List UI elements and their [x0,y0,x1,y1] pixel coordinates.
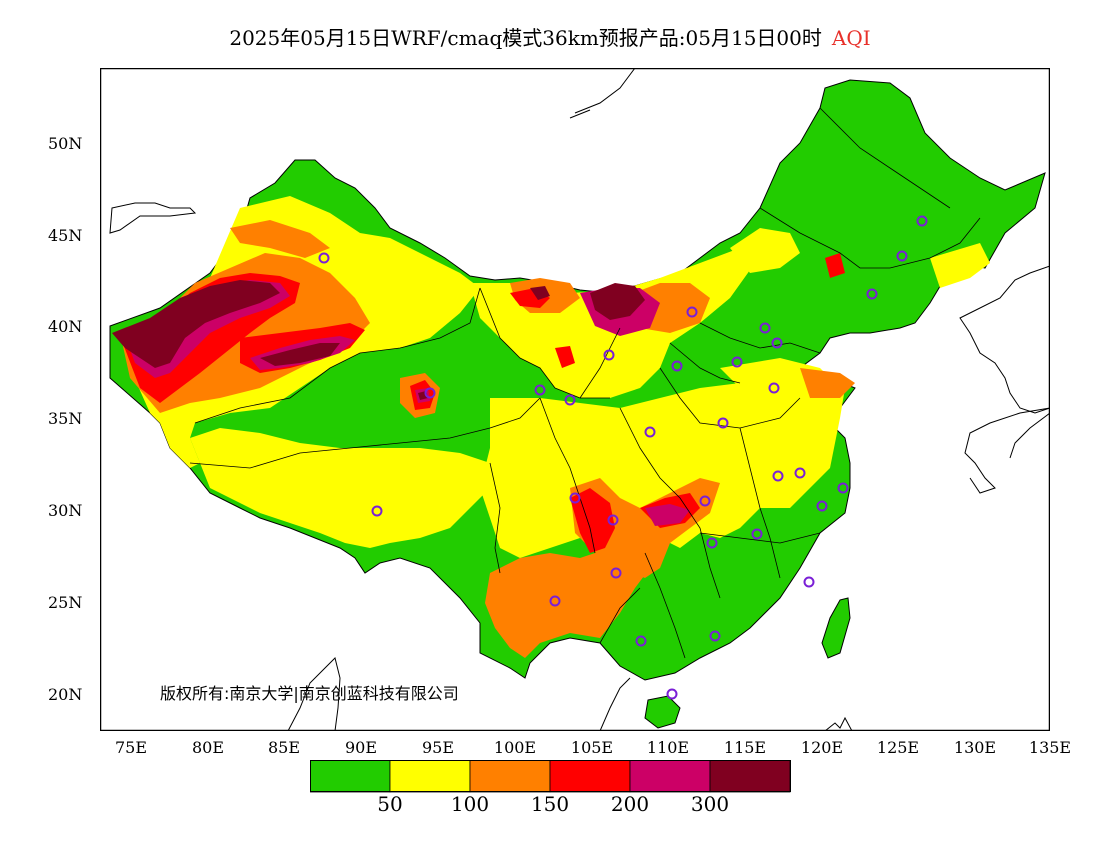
legend-swatch [629,760,711,793]
copyright-notice: 版权所有:南京大学|南京创蓝科技有限公司 [160,684,459,703]
x-tick-label: 100E [493,738,537,757]
x-tick-label: 120E [800,738,844,757]
y-tick-label: 40N [48,317,83,336]
station-markers [318,215,928,700]
y-tick-label: 30N [48,501,83,520]
taiwan-island [821,597,851,659]
province-boundaries [189,107,981,659]
x-tick-label: 85E [267,738,301,757]
x-tick-label: 90E [344,738,378,757]
y-tick-label: 50N [48,134,83,153]
aqi-map [100,68,1050,731]
legend-label: 150 [530,792,570,816]
title-main: 2025年05月15日WRF/cmaq模式36km预报产品:05月15日00时 [229,26,822,50]
moderate-zones [130,196,990,558]
title-variable: AQI [831,26,871,50]
legend-colorbar [310,760,791,793]
x-tick-label: 75E [114,738,148,757]
y-tick-label: 45N [48,226,83,245]
legend-label: 100 [450,792,490,816]
y-tick-label: 20N [48,685,83,704]
x-tick-label: 125E [876,738,920,757]
x-tick-label: 130E [953,738,997,757]
legend-swatch [469,760,551,793]
y-tick-label: 35N [48,409,83,428]
x-tick-label: 135E [1028,738,1072,757]
neighbor-coastlines [109,68,1050,731]
legend-swatch [549,760,631,793]
chart-title: 2025年05月15日WRF/cmaq模式36km预报产品:05月15日00时 A… [0,22,1100,51]
legend-swatch [310,760,391,793]
x-tick-label: 80E [191,738,225,757]
hazardous-zones [112,280,645,400]
legend-label: 50 [377,792,403,816]
x-tick-label: 110E [646,738,690,757]
x-tick-label: 115E [723,738,767,757]
legend-label: 300 [690,792,730,816]
y-tick-label: 25N [48,593,83,612]
x-tick-label: 105E [570,738,614,757]
legend-swatch [389,760,471,793]
legend-label: 200 [610,792,650,816]
legend-swatch [709,760,791,793]
x-tick-label: 95E [421,738,455,757]
